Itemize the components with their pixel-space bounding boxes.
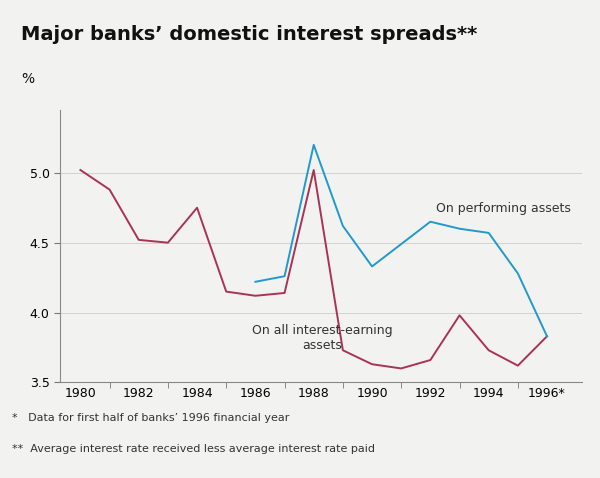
Text: Major banks’ domestic interest spreads**: Major banks’ domestic interest spreads** (21, 25, 477, 44)
Text: On all interest-earning
assets: On all interest-earning assets (252, 324, 393, 352)
Text: *   Data for first half of banks’ 1996 financial year: * Data for first half of banks’ 1996 fin… (12, 413, 289, 424)
Text: %: % (21, 72, 34, 86)
Text: On performing assets: On performing assets (436, 202, 571, 215)
Text: **  Average interest rate received less average interest rate paid: ** Average interest rate received less a… (12, 444, 375, 454)
